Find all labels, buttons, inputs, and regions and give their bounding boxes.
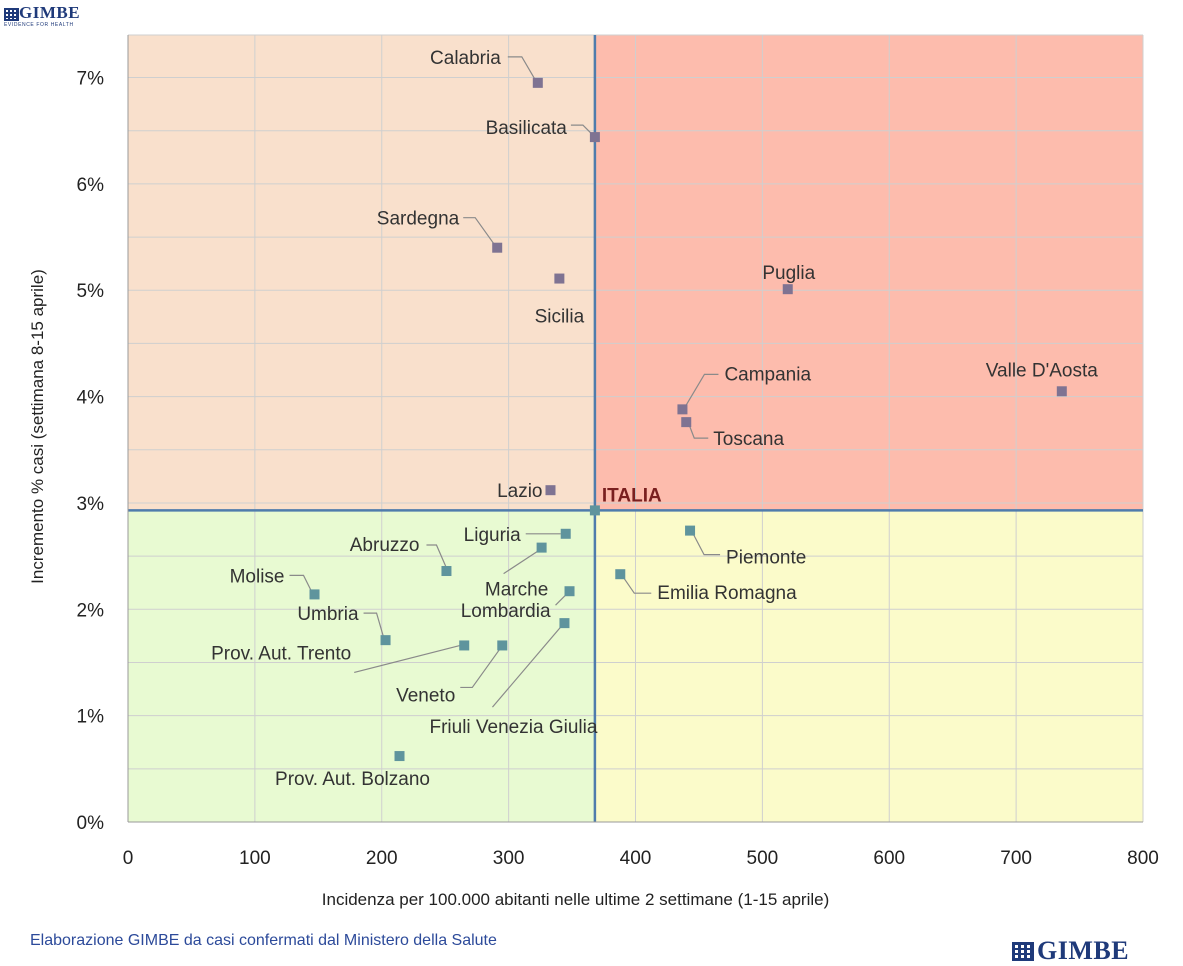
logo-tagline: EVIDENCE FOR HEALTH	[4, 22, 74, 28]
leader-line	[570, 124, 593, 135]
y-tick-label: 4%	[77, 388, 105, 409]
data-point-label: Campania	[724, 364, 811, 385]
y-tick-label: 0%	[77, 813, 105, 834]
x-tick-label: 300	[493, 848, 525, 869]
y-tick-label: 7%	[77, 69, 105, 90]
data-point-label: Calabria	[430, 48, 501, 69]
leader-line	[354, 644, 461, 674]
data-point-label: Prov. Aut. Bolzano	[275, 769, 430, 790]
scatter-chart: Calabria Basilicata Sardegna Sicilia Puglia V…	[28, 34, 1159, 909]
data-point-label: Marche	[485, 580, 548, 601]
data-point-label: Umbria	[297, 604, 359, 625]
data-point-marker	[492, 242, 503, 253]
quadrant-backgrounds	[128, 35, 1143, 822]
x-tick-label: 200	[366, 848, 398, 869]
data-point-marker	[441, 566, 452, 577]
y-tick-label: 3%	[77, 494, 105, 515]
label-leader-lines	[289, 56, 721, 708]
italia-reference-lines	[128, 35, 1143, 822]
data-point-label: Lombardia	[461, 601, 551, 622]
data-point-label: Valle D'Aosta	[986, 360, 1098, 381]
data-point-label: Friuli Venezia Giulia	[429, 717, 597, 738]
x-tick-label: 600	[873, 848, 905, 869]
data-point-label: Sicilia	[535, 307, 585, 328]
data-point-label: Veneto	[396, 685, 455, 706]
data-points	[309, 77, 1067, 762]
y-tick-label: 5%	[77, 281, 105, 302]
x-tick-label: 700	[1000, 848, 1032, 869]
data-point-marker	[685, 525, 696, 536]
point-labels: Calabria Basilicata Sardegna Sicilia Puglia V…	[211, 48, 1098, 790]
quadrant-top-left	[128, 35, 595, 511]
data-point-marker	[564, 586, 575, 597]
data-point-marker	[309, 589, 320, 600]
x-tick-label: 400	[620, 848, 652, 869]
data-point-label: Prov. Aut. Trento	[211, 643, 351, 664]
leader-line	[460, 648, 501, 689]
data-point-marker	[615, 569, 626, 580]
data-point-marker	[681, 417, 692, 428]
data-point-marker	[554, 273, 565, 284]
logo-word: GIMBE	[19, 3, 81, 22]
data-point-label: Liguria	[464, 525, 521, 546]
axes: 0 100 200 300 400 500 600 700 800 0% 1% 2% 3% 4% 5% 6% 7…	[28, 35, 1159, 909]
data-point-marker	[782, 284, 793, 295]
data-point-marker	[677, 404, 688, 415]
quadrant-bottom-right	[594, 510, 1143, 822]
x-tick-label: 800	[1127, 848, 1159, 869]
data-point-label: Lazio	[497, 481, 542, 502]
data-point-marker	[536, 542, 547, 553]
quadrant-bottom-left	[128, 510, 595, 822]
quadrant-top-right	[594, 35, 1143, 511]
logo-word: GIMBE	[1037, 936, 1130, 965]
gimbe-logo-large: GIMBE	[1012, 936, 1129, 966]
data-point-marker	[560, 528, 571, 539]
data-point-label: Toscana	[713, 429, 784, 450]
grid-lines	[127, 34, 1144, 823]
leader-line	[688, 424, 709, 439]
grid-icon	[1012, 941, 1034, 961]
data-point-label: Puglia	[762, 263, 815, 284]
data-point-marker	[459, 640, 470, 651]
y-tick-label: 1%	[77, 707, 105, 728]
data-point-marker	[559, 618, 570, 629]
data-point-marker	[532, 77, 543, 88]
source-note: Elaborazione GIMBE da casi confermati da…	[30, 932, 497, 949]
y-tick-label: 2%	[77, 600, 105, 621]
data-point-marker	[380, 635, 391, 646]
data-point-marker	[545, 485, 556, 496]
x-tick-label: 100	[239, 848, 271, 869]
leader-line	[684, 373, 719, 407]
y-tick-label: 6%	[77, 175, 105, 196]
data-point-marker	[1056, 386, 1067, 397]
leader-line	[507, 56, 537, 82]
leader-line	[692, 533, 721, 556]
data-point-label: Emilia Romagna	[657, 583, 797, 604]
data-point-label: Molise	[230, 566, 285, 587]
italia-point-marker	[589, 505, 600, 516]
x-tick-label: 500	[747, 848, 779, 869]
leader-line	[463, 217, 496, 247]
x-tick-label: 0	[123, 848, 134, 869]
leader-line	[363, 612, 385, 638]
data-point-marker	[497, 640, 508, 651]
data-point-label: Abruzzo	[350, 535, 420, 556]
italia-label: ITALIA	[602, 485, 662, 506]
x-axis-label: Incidenza per 100.000 abitanti nelle ult…	[322, 890, 829, 909]
y-axis-label: Incremento % casi (settimana 8-15 aprile…	[28, 269, 47, 584]
data-point-label: Piemonte	[726, 548, 806, 569]
leader-line	[622, 576, 652, 594]
leader-line	[491, 625, 562, 708]
leader-line	[503, 550, 539, 575]
leader-line	[426, 544, 448, 569]
data-point-label: Basilicata	[486, 118, 568, 139]
leader-line	[289, 574, 313, 592]
data-point-marker	[589, 132, 600, 143]
data-point-marker	[394, 751, 405, 762]
data-point-label: Sardegna	[377, 209, 460, 230]
grid-icon	[4, 7, 19, 21]
gimbe-logo-small: GIMBE EVIDENCE FOR HEALTH	[4, 4, 80, 28]
